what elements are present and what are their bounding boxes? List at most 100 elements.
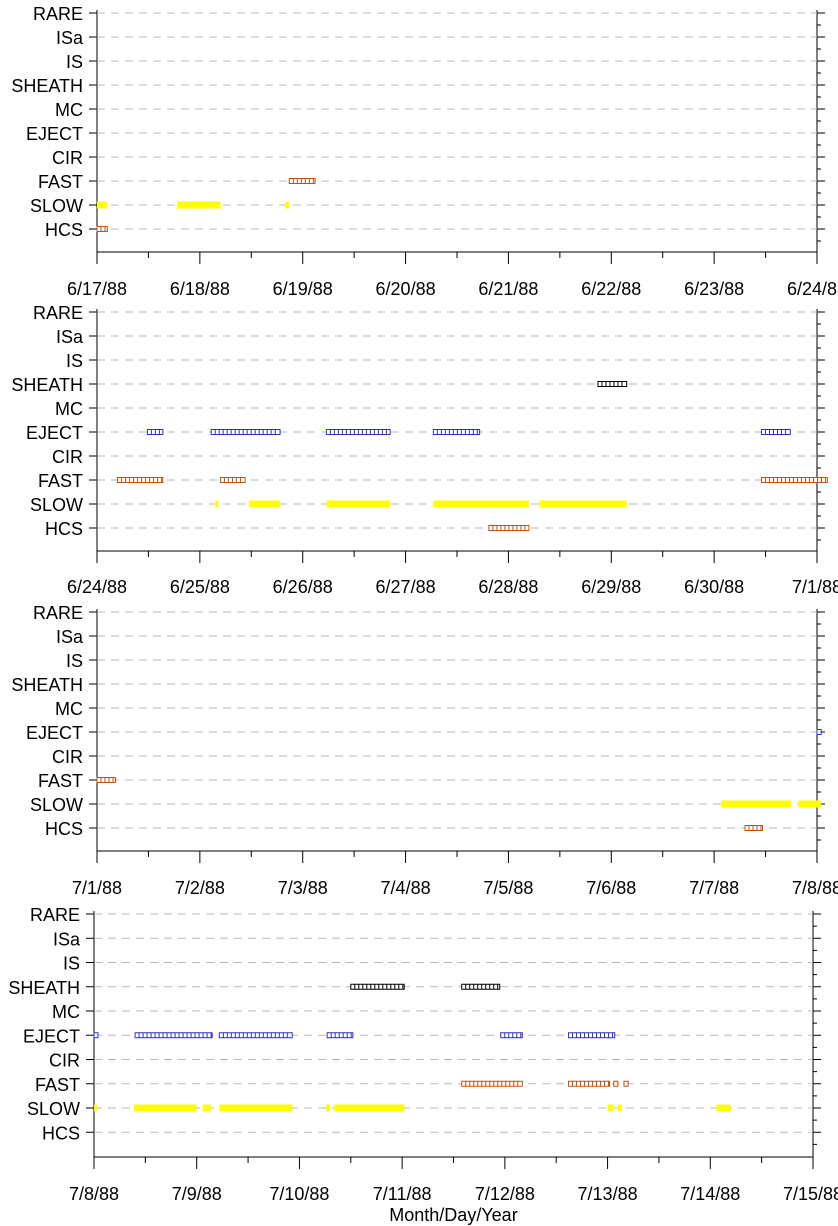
x-tick-label: 7/13/88 [578, 1184, 638, 1204]
y-tick-label-sheath: SHEATH [11, 675, 83, 695]
x-axis-label: Month/Day/Year [389, 1205, 517, 1225]
fast-marker [96, 777, 117, 783]
sheath-marker [350, 983, 405, 990]
slow-wind-bar [334, 1104, 405, 1112]
y-tick-label-rare: RARE [30, 905, 80, 925]
eject-marker [432, 429, 481, 435]
eject-marker [93, 1032, 99, 1039]
eject-marker [326, 1032, 354, 1039]
x-tick-label: 6/21/88 [478, 279, 538, 299]
slow-wind-bar [97, 201, 108, 209]
x-tick-label: 7/12/88 [475, 1184, 535, 1204]
y-tick-label-cir: CIR [52, 447, 83, 467]
fast-marker [623, 1080, 629, 1087]
panel-3: RARE ISa IS SHEATH MC EJECT CIR FAST SLOW HCS 7/1/… [11, 603, 838, 898]
x-tick-label: 7/11/88 [373, 1184, 432, 1204]
eject-marker [568, 1032, 616, 1039]
y-tick-label-isa: ISa [53, 929, 81, 949]
y-tick-label-is: IS [63, 954, 80, 974]
y-tick-label-hcs: HCS [42, 1123, 80, 1143]
y-tick-label-cir: CIR [52, 148, 83, 168]
y-tick-label-cir: CIR [52, 747, 83, 767]
x-tick-label: 6/28/88 [478, 577, 538, 597]
x-tick-label: 7/5/88 [483, 878, 533, 898]
y-tick-label-is: IS [66, 651, 83, 671]
x-tick-label: 7/3/88 [278, 878, 328, 898]
hcs-marker [96, 226, 108, 232]
y-tick-label-eject: EJECT [26, 723, 83, 743]
y-tick-label-slow: SLOW [30, 795, 83, 815]
x-tick-label: 6/18/88 [170, 279, 230, 299]
x-tick-label: 7/15/88 [783, 1184, 838, 1204]
fast-marker [461, 1080, 523, 1087]
y-tick-label-fast: FAST [38, 771, 83, 791]
y-tick-label-eject: EJECT [26, 423, 83, 443]
y-tick-label-mc: MC [55, 699, 83, 719]
eject-marker [134, 1032, 213, 1039]
slow-wind-bar [326, 500, 391, 508]
y-tick-label-rare: RARE [33, 603, 83, 623]
x-tick-label: 6/22/88 [581, 279, 641, 299]
x-tick-label: 6/19/88 [273, 279, 333, 299]
y-tick-label-isa: ISa [56, 627, 84, 647]
eject-marker [210, 429, 281, 435]
panel-2: RARE ISa IS SHEATH MC EJECT CIR FAST SLOW HCS 6/24… [11, 303, 838, 597]
x-tick-label: 6/25/88 [170, 577, 230, 597]
y-tick-label-hcs: HCS [45, 819, 83, 839]
panel-1: RARE ISa IS SHEATH MC EJECT CIR FAST SLOW HCS 6/17… [11, 4, 838, 299]
y-tick-label-isa: ISa [56, 28, 84, 48]
hcs-marker [744, 825, 763, 831]
slow-wind-bar [433, 500, 529, 508]
x-tick-label: 7/14/88 [680, 1184, 740, 1204]
fast-marker [568, 1080, 611, 1087]
y-tick-label-hcs: HCS [45, 519, 83, 539]
y-tick-label-sheath: SHEATH [11, 375, 83, 395]
slow-wind-bar [716, 1104, 731, 1112]
y-tick-label-slow: SLOW [27, 1099, 80, 1119]
eject-marker [500, 1032, 523, 1039]
slow-wind-bar [94, 1104, 97, 1112]
y-tick-label-is: IS [66, 52, 83, 72]
slow-wind-bar [721, 800, 792, 808]
x-tick-label: 6/17/88 [67, 279, 127, 299]
slow-wind-bar [285, 201, 290, 209]
slow-wind-bar [134, 1104, 197, 1112]
fast-marker [288, 178, 316, 184]
x-tick-label: 7/10/88 [269, 1184, 329, 1204]
fast-marker [613, 1080, 619, 1087]
y-tick-label-mc: MC [55, 100, 83, 120]
y-tick-label-eject: EJECT [26, 124, 83, 144]
x-tick-label: 6/30/88 [684, 577, 744, 597]
y-tick-label-rare: RARE [33, 303, 83, 323]
x-tick-label: 7/6/88 [586, 878, 636, 898]
x-tick-label: 7/4/88 [381, 878, 431, 898]
x-tick-label: 6/29/88 [581, 577, 641, 597]
x-tick-label: 7/8/88 [69, 1184, 119, 1204]
slow-wind-bar [249, 500, 281, 508]
x-tick-label: 7/8/88 [792, 878, 838, 898]
y-tick-label-sheath: SHEATH [11, 76, 83, 96]
x-tick-label: 6/20/88 [376, 279, 436, 299]
x-tick-label: 7/1/88 [792, 577, 838, 597]
sheath-marker [461, 983, 501, 990]
slow-wind-bar [177, 201, 221, 209]
slow-wind-bar [798, 800, 822, 808]
y-tick-label-fast: FAST [38, 471, 83, 491]
y-tick-label-is: IS [66, 351, 83, 371]
x-tick-label: 6/24/88 [787, 279, 838, 299]
sheath-marker [597, 381, 628, 387]
slow-wind-bar [539, 500, 627, 508]
y-tick-label-isa: ISa [56, 327, 84, 347]
y-tick-label-slow: SLOW [30, 196, 83, 216]
x-tick-label: 7/1/88 [72, 878, 122, 898]
slow-wind-bar [607, 1104, 614, 1112]
x-tick-label: 7/2/88 [175, 878, 225, 898]
x-tick-label: 6/23/88 [684, 279, 744, 299]
eject-marker [816, 729, 822, 735]
y-tick-label-slow: SLOW [30, 495, 83, 515]
y-tick-label-mc: MC [52, 1002, 80, 1022]
fast-marker [117, 477, 164, 483]
x-tick-label: 6/27/88 [376, 577, 436, 597]
y-tick-label-cir: CIR [49, 1051, 80, 1071]
